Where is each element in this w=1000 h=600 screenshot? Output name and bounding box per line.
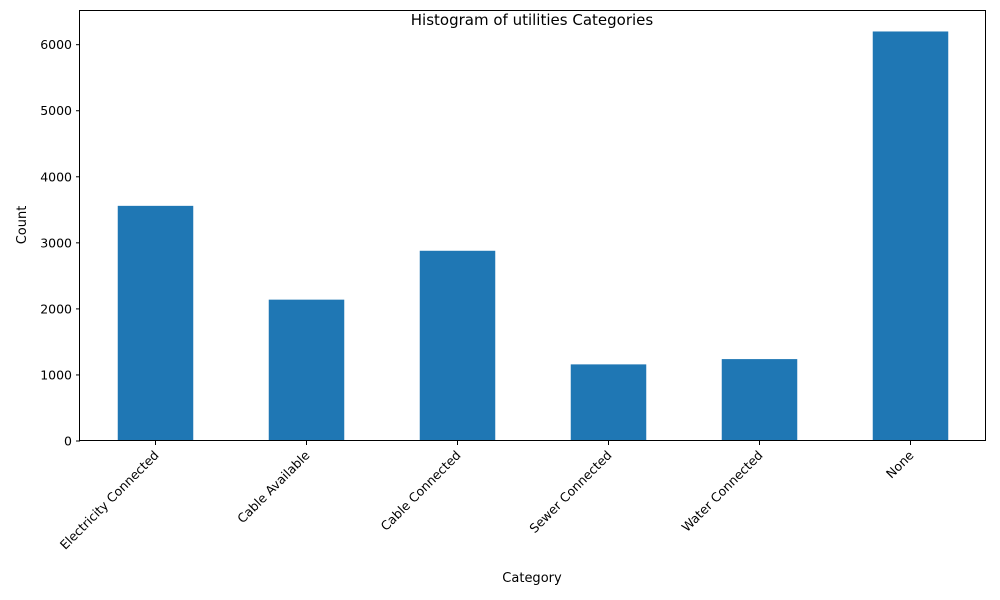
x-tick-label: Cable Available — [234, 447, 313, 526]
x-tick-label: Water Connected — [678, 448, 765, 535]
x-axis: Electricity Connected Cable Available Cabl… — [57, 441, 917, 552]
bars-group — [117, 31, 949, 441]
y-axis: 0 1000 2000 3000 4000 5000 6000 — [40, 37, 80, 449]
bar — [872, 31, 949, 441]
chart-title: Histogram of utilities Categories — [411, 11, 654, 29]
x-tick-label: None — [883, 447, 917, 481]
y-tick-label: 6000 — [40, 37, 72, 52]
bar — [419, 250, 496, 441]
y-tick-label: 0 — [64, 434, 72, 449]
y-tick-label: 2000 — [40, 301, 72, 316]
y-tick-label: 3000 — [40, 235, 72, 250]
bar — [721, 359, 798, 441]
y-axis-label: Count — [15, 206, 30, 245]
bar — [570, 364, 647, 441]
y-tick-label: 5000 — [40, 103, 72, 118]
y-tick-label: 1000 — [40, 367, 72, 382]
x-tick-label: Sewer Connected — [526, 448, 614, 536]
bar — [117, 205, 194, 441]
y-tick-label: 4000 — [40, 169, 72, 184]
x-tick-label: Electricity Connected — [57, 448, 162, 553]
bar — [268, 299, 345, 441]
x-tick-label: Cable Connected — [378, 448, 464, 534]
plot-frame — [79, 10, 986, 441]
x-axis-label: Category — [502, 571, 562, 586]
